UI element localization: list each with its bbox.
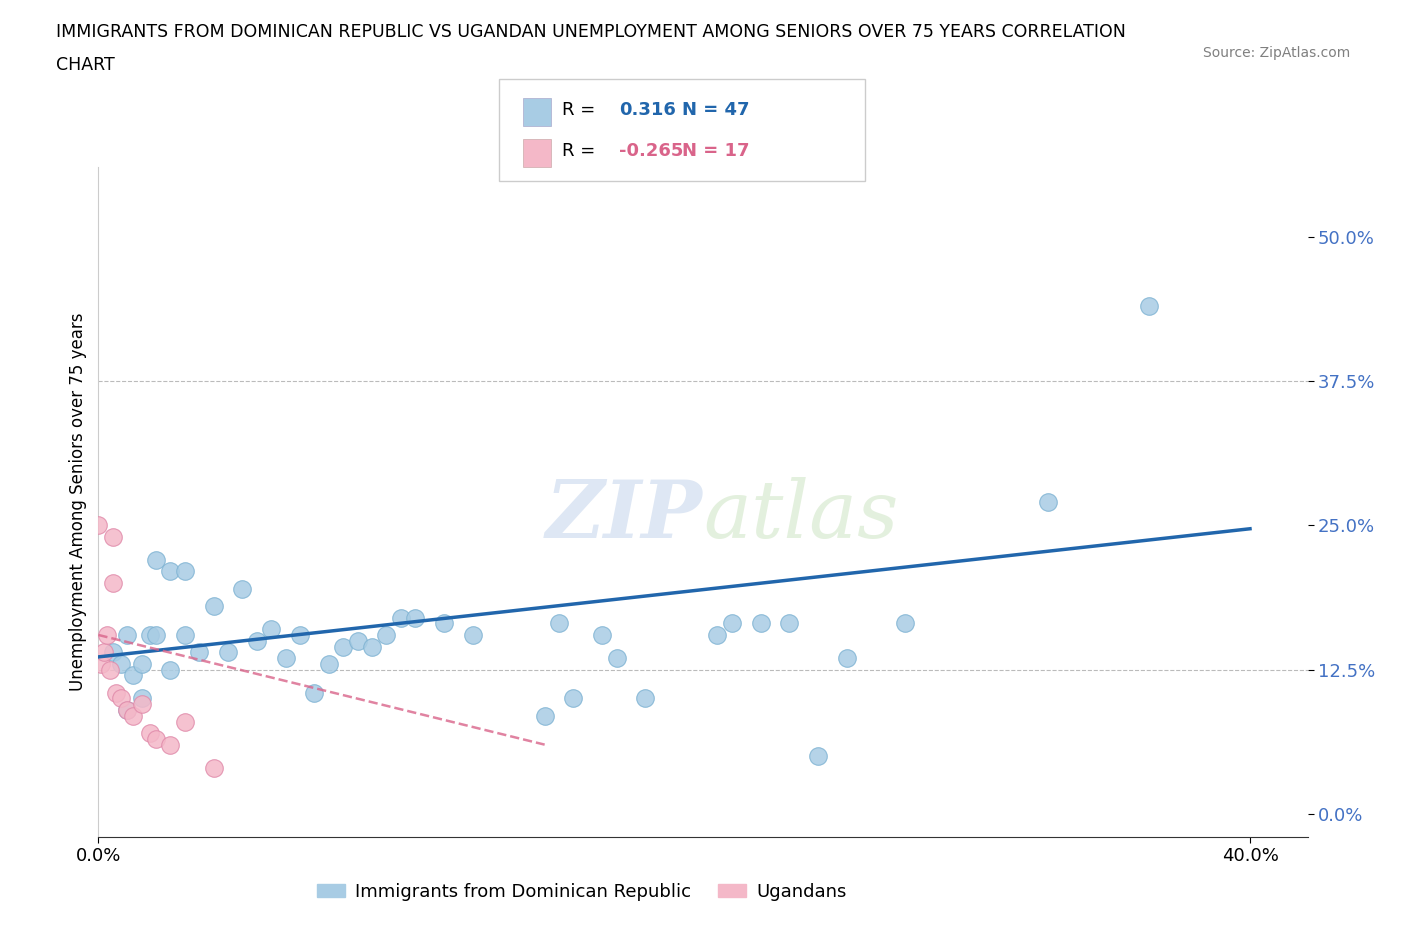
Point: [548, 616, 571, 631]
Point: [318, 657, 340, 671]
Point: [217, 644, 239, 659]
Point: [115, 628, 138, 643]
Point: [375, 628, 398, 643]
Point: [159, 662, 181, 677]
Point: [159, 737, 181, 752]
Point: [533, 709, 555, 724]
Point: [332, 639, 354, 654]
Point: [720, 616, 742, 631]
Text: R =: R =: [562, 141, 602, 160]
Point: [87, 518, 110, 533]
Point: [606, 651, 628, 666]
Text: N = 17: N = 17: [682, 141, 749, 160]
Point: [115, 702, 138, 717]
Point: [202, 599, 225, 614]
Point: [274, 651, 297, 666]
Point: [706, 628, 728, 643]
Point: [110, 691, 132, 706]
Point: [304, 685, 326, 700]
Point: [122, 709, 145, 724]
Point: [101, 576, 124, 591]
Point: [110, 657, 132, 671]
Point: [404, 610, 426, 625]
Point: [346, 633, 368, 648]
Point: [131, 657, 153, 671]
Text: IMMIGRANTS FROM DOMINICAN REPUBLIC VS UGANDAN UNEMPLOYMENT AMONG SENIORS OVER 75: IMMIGRANTS FROM DOMINICAN REPUBLIC VS UG…: [56, 23, 1126, 41]
Text: Source: ZipAtlas.com: Source: ZipAtlas.com: [1202, 46, 1350, 60]
Point: [389, 610, 412, 625]
Text: N = 47: N = 47: [682, 100, 749, 119]
Text: -0.265: -0.265: [619, 141, 683, 160]
Legend: Immigrants from Dominican Republic, Ugandans: Immigrants from Dominican Republic, Ugan…: [311, 876, 853, 909]
Point: [835, 651, 858, 666]
Point: [101, 644, 124, 659]
Text: CHART: CHART: [56, 56, 115, 73]
Point: [101, 529, 124, 544]
Point: [159, 564, 181, 578]
Point: [96, 628, 118, 643]
Point: [139, 725, 162, 740]
Point: [591, 628, 613, 643]
Point: [893, 616, 915, 631]
Point: [115, 702, 138, 717]
Point: [246, 633, 269, 648]
Y-axis label: Unemployment Among Seniors over 75 years: Unemployment Among Seniors over 75 years: [69, 313, 87, 691]
Point: [173, 714, 195, 729]
Point: [634, 691, 657, 706]
Point: [145, 628, 167, 643]
Point: [139, 628, 162, 643]
Point: [173, 564, 195, 578]
Point: [749, 616, 772, 631]
Point: [807, 749, 830, 764]
Point: [778, 616, 800, 631]
Point: [461, 628, 484, 643]
Point: [145, 731, 167, 746]
Point: [93, 644, 115, 659]
Point: [202, 761, 225, 776]
Point: [231, 581, 253, 596]
Point: [260, 622, 283, 637]
Point: [361, 639, 384, 654]
Point: [131, 691, 153, 706]
Point: [562, 691, 585, 706]
Point: [288, 628, 311, 643]
Text: ZIP: ZIP: [546, 477, 703, 554]
Point: [433, 616, 456, 631]
Point: [1137, 299, 1160, 313]
Point: [188, 644, 211, 659]
Point: [173, 628, 195, 643]
Point: [104, 685, 127, 700]
Text: 0.316: 0.316: [619, 100, 675, 119]
Point: [98, 662, 121, 677]
Point: [122, 668, 145, 683]
Point: [145, 552, 167, 567]
Point: [131, 697, 153, 711]
Point: [1038, 495, 1060, 510]
Point: [90, 657, 112, 671]
Text: R =: R =: [562, 100, 602, 119]
Text: atlas: atlas: [703, 477, 898, 554]
